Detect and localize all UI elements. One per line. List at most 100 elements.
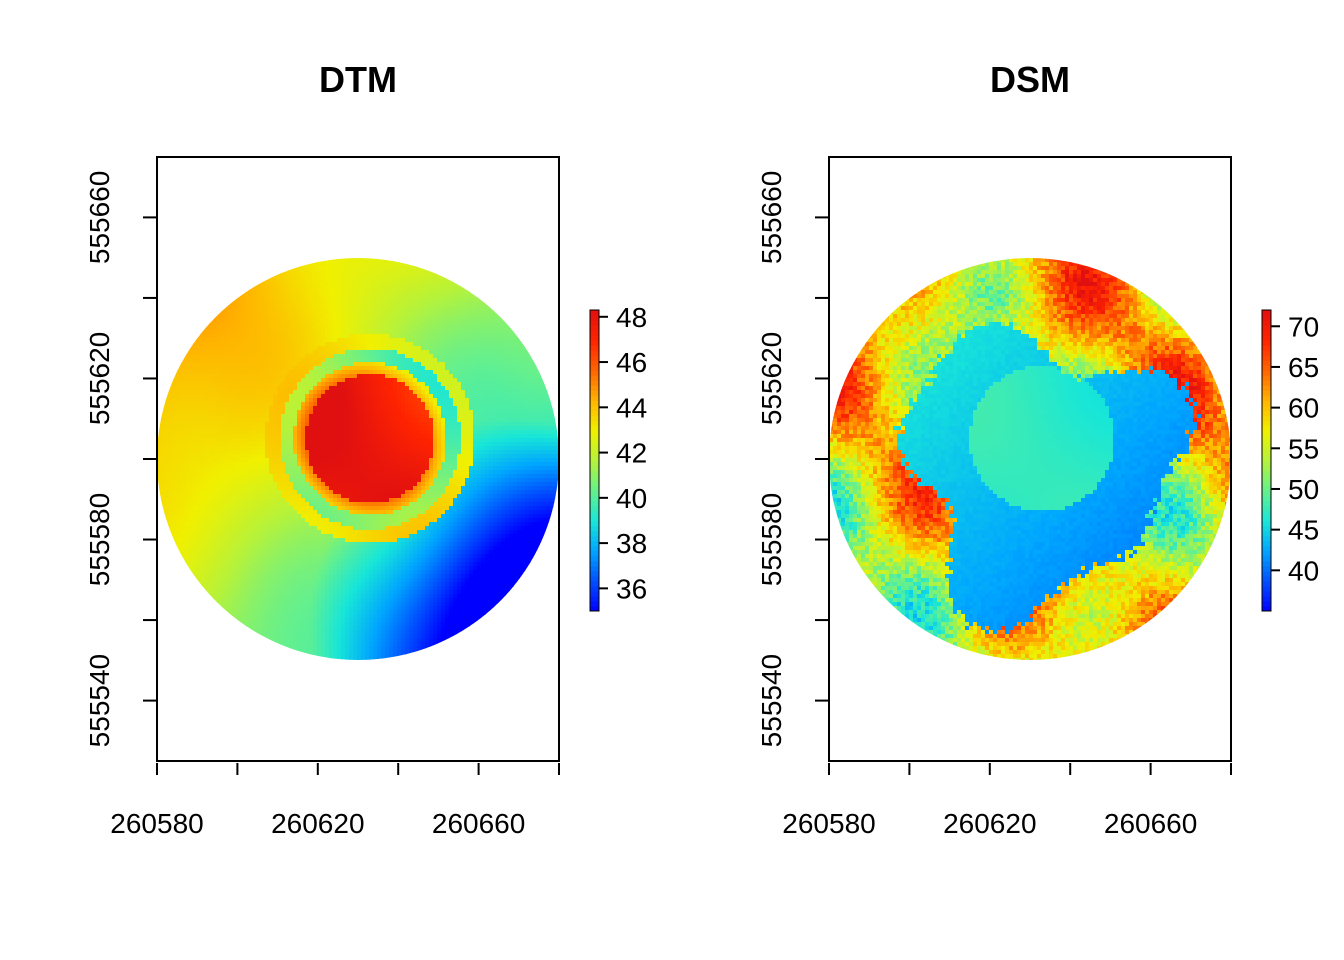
- axes-dtm: 260580 260620 260660 555540 555580 555620 5556…: [84, 171, 560, 839]
- colorbar-tick-label: 40: [616, 483, 647, 514]
- colorbar-segment: [590, 495, 599, 502]
- colorbar-segment: [1262, 445, 1271, 451]
- colorbar-segment: [590, 435, 599, 441]
- colorbar-segment: [1262, 570, 1271, 577]
- x-tick-label: 260620: [943, 808, 1036, 839]
- colorbar-segment: [1262, 335, 1271, 341]
- colorbar-segment: [1262, 420, 1271, 426]
- colorbar-segment: [590, 510, 599, 517]
- colorbar-segment: [1262, 415, 1271, 421]
- colorbar-segment: [1262, 480, 1271, 487]
- colorbar-tick-label: 55: [1288, 433, 1319, 464]
- colorbar-segment: [1262, 485, 1271, 492]
- colorbar-segment: [1262, 410, 1271, 416]
- colorbar-segment: [1262, 455, 1271, 461]
- panel-dtm: DTM 260580 260620 260660 555540 555580 555620…: [84, 59, 647, 839]
- colorbar-segment: [590, 530, 599, 537]
- colorbar-segment: [590, 440, 599, 446]
- colorbar-segment: [1262, 525, 1271, 532]
- raster-dtm: [157, 258, 559, 660]
- colorbar-segment: [590, 595, 599, 602]
- colorbar-segment: [1262, 360, 1271, 366]
- colorbar-segment: [590, 360, 599, 366]
- colorbar-segment: [1262, 555, 1271, 562]
- colorbar-dsm: 40 45 50 55 60 65 70: [1261, 309, 1319, 612]
- colorbar-segment: [1262, 600, 1271, 607]
- colorbar-segment: [590, 475, 599, 482]
- colorbar-tick-label: 45: [1288, 515, 1319, 546]
- colorbar-segment: [1262, 350, 1271, 356]
- colorbar-segment: [590, 400, 599, 406]
- colorbar-segment: [1262, 425, 1271, 431]
- colorbar-segment: [1262, 585, 1271, 592]
- colorbar-segment: [590, 375, 599, 381]
- colorbar-segment: [590, 480, 599, 487]
- colorbar-segment: [590, 575, 599, 582]
- colorbar-segment: [1262, 520, 1271, 527]
- colorbar-segment: [1262, 390, 1271, 396]
- colorbar-tick-label: 70: [1288, 311, 1319, 342]
- colorbar-tick-label: 48: [616, 302, 647, 333]
- colorbar-segment: [1262, 460, 1271, 467]
- colorbar-segment: [590, 490, 599, 497]
- plot-frame: [828, 156, 1232, 762]
- colorbar-segment: [590, 335, 599, 341]
- colorbar-segment: [1262, 435, 1271, 441]
- colorbar-segment: [590, 565, 599, 572]
- colorbar-segment: [1262, 400, 1271, 406]
- colorbar-segment: [590, 420, 599, 426]
- colorbar-segment: [1262, 365, 1271, 371]
- colorbar-segment: [590, 365, 599, 371]
- colorbar-segment: [590, 385, 599, 391]
- colorbar-tick-label: 42: [616, 438, 647, 469]
- colorbar-segment: [590, 320, 599, 326]
- colorbar-segment: [1262, 315, 1271, 321]
- colorbar-segment: [590, 390, 599, 396]
- colorbar-segment: [590, 515, 599, 522]
- y-tick-label: 555660: [84, 171, 115, 264]
- colorbar-segment: [1262, 605, 1271, 612]
- colorbar-segment: [590, 455, 599, 461]
- y-tick-label: 555620: [84, 332, 115, 425]
- x-tick-label: 260660: [1104, 808, 1197, 839]
- colorbar-segment: [590, 585, 599, 592]
- colorbar-segment: [1262, 510, 1271, 517]
- colorbar-segment: [1262, 465, 1271, 472]
- colorbar-segment: [590, 370, 599, 376]
- colorbar-frame: [1261, 309, 1272, 612]
- y-tick-label: 555580: [756, 493, 787, 586]
- x-tick-label: 260620: [271, 808, 364, 839]
- y-tick-label: 555660: [756, 171, 787, 264]
- colorbar-segment: [1262, 595, 1271, 602]
- colorbar-segment: [1262, 560, 1271, 567]
- colorbar-segment: [590, 540, 599, 547]
- colorbar-segment: [1262, 370, 1271, 376]
- panel-dsm: DSM 260580 260620 260660 555540 555580 555620…: [756, 59, 1319, 839]
- colorbar-tick-label: 60: [1288, 393, 1319, 424]
- colorbar-segment: [590, 505, 599, 512]
- colorbar-segment: [590, 600, 599, 607]
- colorbar-segment: [1262, 545, 1271, 552]
- colorbar-tick-label: 44: [616, 392, 647, 423]
- colorbar-segment: [1262, 310, 1271, 316]
- colorbar-segment: [590, 310, 599, 316]
- colorbar-segment: [1262, 475, 1271, 482]
- colorbar-segment: [590, 425, 599, 431]
- colorbar-tick-label: 50: [1288, 474, 1319, 505]
- colorbar-segment: [1262, 395, 1271, 401]
- colorbar-segment: [1262, 565, 1271, 572]
- y-tick-label: 555620: [756, 332, 787, 425]
- colorbar-segment: [1262, 495, 1271, 502]
- colorbar-segment: [1262, 580, 1271, 587]
- colorbar-tick-label: 65: [1288, 352, 1319, 383]
- colorbar-segment: [590, 535, 599, 542]
- axes-dsm: 260580 260620 260660 555540 555580 555620 5556…: [756, 171, 1232, 839]
- colorbar-segment: [590, 350, 599, 356]
- colorbar-segment: [1262, 440, 1271, 446]
- colorbar-segment: [1262, 590, 1271, 597]
- colorbar-segment: [590, 590, 599, 597]
- colorbar-tick-label: 36: [616, 573, 647, 604]
- colorbar-segment: [590, 465, 599, 472]
- colorbar-segment: [590, 355, 599, 361]
